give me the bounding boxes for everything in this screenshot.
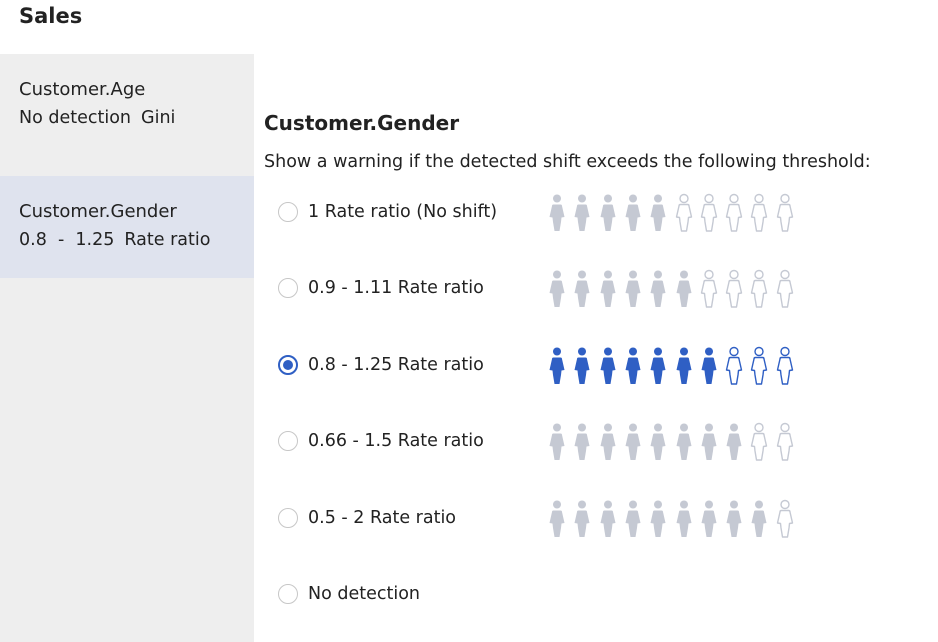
threshold-instruction: Show a warning if the detected shift exc…	[264, 152, 871, 172]
sidebar-item-method: 0.8 - 1.25	[19, 230, 115, 250]
person-icon	[622, 193, 644, 233]
person-icon	[546, 422, 568, 462]
person-icon	[673, 422, 695, 462]
person-icon	[774, 499, 796, 539]
person-icon	[622, 346, 644, 386]
person-icon	[597, 422, 619, 462]
person-icon	[748, 269, 770, 309]
person-icon	[698, 346, 720, 386]
sidebar-item-detail: No detection Gini	[19, 104, 254, 133]
sidebar-item-name: Customer.Gender	[19, 201, 177, 222]
attribute-title: Customer.Gender	[264, 111, 460, 135]
radio-button[interactable]	[278, 431, 298, 451]
sidebar-item-customer-age[interactable]: Customer.Age No detection Gini	[0, 54, 254, 156]
person-icon	[698, 499, 720, 539]
person-icon	[647, 346, 669, 386]
person-icon	[673, 269, 695, 309]
person-icon	[723, 193, 745, 233]
person-icon	[571, 269, 593, 309]
person-icon	[647, 193, 669, 233]
person-icon	[698, 269, 720, 309]
threshold-option-0-5-2[interactable]: 0.5 - 2 Rate ratio	[278, 499, 818, 539]
person-icon	[774, 346, 796, 386]
radio-button[interactable]	[278, 508, 298, 528]
person-icon	[748, 499, 770, 539]
person-icon	[597, 346, 619, 386]
sidebar-item-metric: Gini	[141, 108, 176, 128]
people-scale	[546, 422, 796, 462]
threshold-option-no-detection[interactable]: No detection	[278, 575, 818, 615]
person-icon	[774, 422, 796, 462]
radio-button[interactable]	[278, 584, 298, 604]
person-icon	[673, 346, 695, 386]
sidebar-item-method: No detection	[19, 108, 132, 128]
person-icon	[723, 346, 745, 386]
people-scale	[546, 346, 796, 386]
person-icon	[571, 499, 593, 539]
person-icon	[571, 346, 593, 386]
option-label: 0.9 - 1.11 Rate ratio	[308, 278, 484, 298]
person-icon	[622, 422, 644, 462]
sidebar-item-customer-gender[interactable]: Customer.Gender 0.8 - 1.25 Rate ratio	[0, 176, 254, 278]
person-icon	[774, 193, 796, 233]
person-icon	[647, 499, 669, 539]
person-icon	[647, 422, 669, 462]
person-icon	[698, 422, 720, 462]
sidebar-item-metric: Rate ratio	[124, 230, 211, 250]
option-label: No detection	[308, 584, 421, 604]
threshold-option-0-8-1-25[interactable]: 0.8 - 1.25 Rate ratio	[278, 346, 818, 386]
person-icon	[748, 422, 770, 462]
person-icon	[748, 193, 770, 233]
radio-button[interactable]	[278, 278, 298, 298]
option-label: 0.8 - 1.25 Rate ratio	[308, 355, 484, 375]
person-icon	[571, 422, 593, 462]
sidebar: Customer.Age No detection Gini Customer.G…	[0, 54, 254, 642]
person-icon	[597, 499, 619, 539]
sidebar-item-detail: 0.8 - 1.25 Rate ratio	[19, 226, 254, 255]
person-icon	[546, 346, 568, 386]
person-icon	[748, 346, 770, 386]
person-icon	[597, 269, 619, 309]
person-icon	[546, 499, 568, 539]
person-icon	[546, 193, 568, 233]
radio-button[interactable]	[278, 202, 298, 222]
people-scale	[546, 193, 796, 233]
people-scale	[546, 499, 796, 539]
person-icon	[647, 269, 669, 309]
section-title: Sales	[19, 4, 83, 28]
person-icon	[597, 193, 619, 233]
person-icon	[622, 499, 644, 539]
option-label: 1 Rate ratio (No shift)	[308, 202, 498, 222]
person-icon	[673, 193, 695, 233]
person-icon	[571, 193, 593, 233]
option-label: 0.5 - 2 Rate ratio	[308, 508, 457, 528]
radio-button[interactable]	[278, 355, 298, 375]
person-icon	[546, 269, 568, 309]
person-icon	[774, 269, 796, 309]
person-icon	[698, 193, 720, 233]
option-label: 0.66 - 1.5 Rate ratio	[308, 431, 484, 451]
person-icon	[723, 269, 745, 309]
sidebar-item-name: Customer.Age	[19, 79, 146, 100]
person-icon	[723, 499, 745, 539]
person-icon	[723, 422, 745, 462]
person-icon	[673, 499, 695, 539]
person-icon	[622, 269, 644, 309]
people-scale	[546, 269, 796, 309]
threshold-option-0-66-1-5[interactable]: 0.66 - 1.5 Rate ratio	[278, 422, 818, 462]
threshold-option-1[interactable]: 1 Rate ratio (No shift)	[278, 193, 818, 233]
threshold-option-0-9-1-11[interactable]: 0.9 - 1.11 Rate ratio	[278, 269, 818, 309]
